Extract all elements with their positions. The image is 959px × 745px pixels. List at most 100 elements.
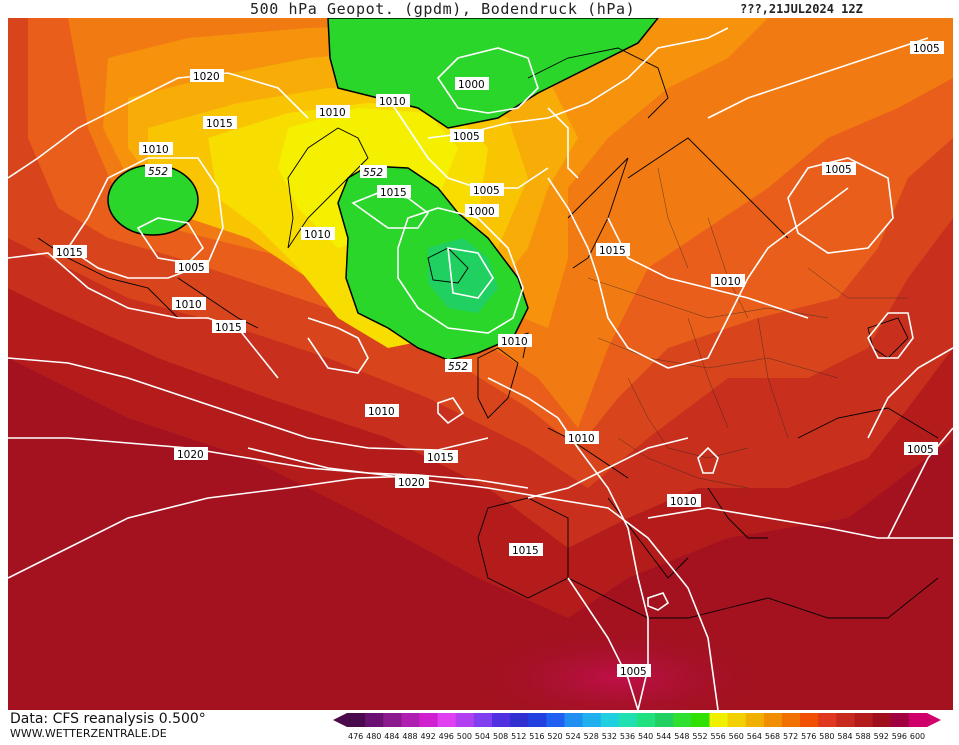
weather-map: 1020 1010 1015 1010 1010 1000 1005 1005 1015 1005…	[8, 18, 953, 710]
legend-swatch	[782, 713, 801, 727]
legend-swatch	[655, 713, 674, 727]
legend-swatch	[872, 713, 892, 727]
isobar-label-bg	[596, 243, 630, 256]
legend-swatch	[347, 713, 366, 727]
isobar-label: 1010	[379, 96, 406, 108]
isobar-label-bg	[365, 404, 399, 417]
isobar-label: 1005	[907, 444, 934, 456]
legend-swatch	[691, 713, 710, 727]
isobar-label-bg	[203, 116, 237, 129]
legend-tick-label: 592	[874, 732, 889, 741]
height-label: 552	[148, 166, 168, 178]
legend-swatch	[401, 713, 420, 727]
coastlines	[37, 47, 939, 619]
color-legend: 476 480 484 488 492 496 500 504 508 512 516 520 524 5…	[333, 713, 956, 741]
legend-arrow-left	[333, 713, 347, 727]
isobar-label: 1010	[568, 433, 595, 445]
isobar-label: 1015	[599, 245, 626, 257]
legend-swatch	[600, 713, 620, 727]
date-label: ???,21JUL2024 12Z	[740, 2, 863, 16]
legend-swatch	[546, 713, 565, 727]
legend-tick-label: 500	[457, 732, 472, 741]
trough-north	[327, 18, 659, 129]
legend-tick-label: 596	[892, 732, 907, 741]
legend-swatch	[510, 713, 529, 727]
isobar-label-bg	[509, 543, 543, 556]
legend-swatch	[437, 713, 457, 727]
data-source: Data: CFS reanalysis 0.500°	[10, 711, 206, 727]
legend-tick-label: 536	[620, 732, 635, 741]
isobar-label: 1010	[319, 107, 346, 119]
isobar-label-bg	[424, 450, 458, 463]
isobar-label: 1015	[56, 247, 83, 259]
height-label: 552	[363, 167, 383, 179]
legend-swatch	[637, 713, 656, 727]
isobar-label-bg	[465, 204, 499, 217]
isobar-label-bg	[172, 297, 206, 310]
isobar-label: 1005	[620, 666, 647, 678]
legend-swatch	[709, 713, 729, 727]
isobar-label-bg	[470, 183, 504, 196]
legend-tick-label: 524	[566, 732, 581, 741]
legend-swatch	[818, 713, 837, 727]
isobar-label: 1005	[913, 43, 940, 55]
isobar-label: 1010	[670, 496, 697, 508]
isobar-label-bg	[301, 227, 335, 240]
isobar-label-bg	[377, 185, 411, 198]
isobar-label: 1005	[178, 262, 205, 274]
website-link[interactable]: WWW.WETTERZENTRALE.DE	[10, 727, 167, 740]
legend-tick-label: 560	[729, 732, 744, 741]
isobar-label: 1015	[206, 118, 233, 130]
isobar-label: 1005	[825, 164, 852, 176]
legend-tick-label: 600	[910, 732, 925, 741]
height-label-bg	[145, 164, 172, 177]
isobar-label-bg	[667, 494, 701, 507]
height-label: 552	[448, 361, 468, 373]
legend-tick-label: 484	[384, 732, 399, 741]
legend-swatch	[908, 713, 928, 727]
legend-tick-label: 516	[529, 732, 544, 741]
legend-swatch	[800, 713, 819, 727]
legend-swatch	[492, 713, 511, 727]
legend-tick-label: 572	[783, 732, 798, 741]
isobar-label: 1005	[453, 131, 480, 143]
legend-tick-label: 568	[765, 732, 780, 741]
isobar-label: 1005	[473, 185, 500, 197]
isobar-label-bg	[822, 162, 856, 175]
isobar-label: 1000	[468, 206, 495, 218]
legend-tick-label: 504	[475, 732, 490, 741]
legend-swatch	[763, 713, 783, 727]
isobar-label-bg	[212, 320, 246, 333]
legend-tick-label: 480	[366, 732, 381, 741]
isobar-label-bg	[190, 69, 224, 82]
legend-tick-label: 520	[547, 732, 562, 741]
isobar-label: 1010	[304, 229, 331, 241]
legend-swatch	[473, 713, 493, 727]
legend-tick-label: 584	[837, 732, 852, 741]
isobar-label-bg	[450, 129, 484, 142]
height-label-bg	[445, 359, 472, 372]
legend-swatch	[745, 713, 765, 727]
legend-tick-label: 528	[584, 732, 599, 741]
isobar-label-bg	[395, 475, 429, 488]
legend-swatch	[383, 713, 402, 727]
isobar-label: 1020	[193, 71, 220, 83]
legend-tick-label: 552	[692, 732, 707, 741]
isobar-labels: 1020 1010 1015 1010 1010 1000 1005 1005 1015 1005…	[53, 41, 944, 678]
legend-swatch	[582, 713, 602, 727]
isobar-label: 1010	[714, 276, 741, 288]
isobar-label-bg	[498, 334, 532, 347]
height-label-bg	[360, 165, 387, 178]
isobar-label-bg	[174, 447, 208, 460]
isobar-label-bg	[455, 77, 489, 90]
isobar-label-bg	[376, 94, 410, 107]
legend-tick-label: 496	[439, 732, 454, 741]
isobar-label-bg	[617, 664, 651, 677]
isobar-label: 1015	[512, 545, 539, 557]
isobar-label: 1010	[142, 144, 169, 156]
legend-swatch	[528, 713, 547, 727]
legend-tick-label: 544	[656, 732, 671, 741]
legend-tick-label: 532	[602, 732, 617, 741]
legend-tick-label: 556	[711, 732, 726, 741]
isobar-label-bg	[175, 260, 209, 273]
